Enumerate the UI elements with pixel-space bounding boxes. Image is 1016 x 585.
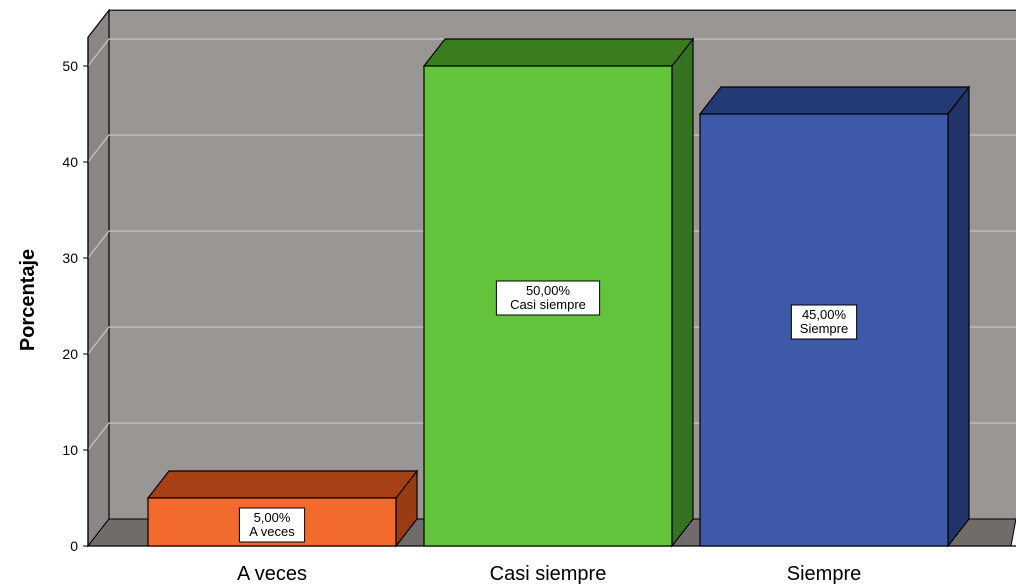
y-axis-title: Porcentaje xyxy=(17,249,39,351)
x-tick-label: A veces xyxy=(237,563,307,585)
data-label: 5,00%A veces xyxy=(238,507,306,543)
bar-top xyxy=(698,86,971,115)
y-tick-label: 40 xyxy=(62,154,78,170)
bar-side xyxy=(947,85,970,548)
data-label-box xyxy=(495,280,601,316)
data-label-category: A veces xyxy=(249,524,295,539)
data-label: 50,00%Casi siempre xyxy=(495,280,601,316)
data-label-box xyxy=(238,507,306,543)
y-tick-label: 10 xyxy=(62,442,78,458)
x-tick-label: Casi siempre xyxy=(490,563,607,585)
y-tick-label: 0 xyxy=(70,538,78,554)
data-label-value: 45,00% xyxy=(802,307,847,322)
y-tick-label: 50 xyxy=(62,58,78,74)
data-label-category: Casi siempre xyxy=(510,297,586,312)
data-label-category: Siempre xyxy=(800,321,848,336)
bars: 5,00%A veces 50,00%Casi siempre 45,00%Siem… xyxy=(146,37,971,548)
bar-top xyxy=(422,38,695,67)
data-label-value: 50,00% xyxy=(526,283,571,298)
bar-casi-siempre: 50,00%Casi siempre xyxy=(422,37,695,548)
bar-top xyxy=(146,470,419,499)
gridline xyxy=(87,38,1016,67)
x-tick-label: Siempre xyxy=(787,563,861,585)
bar-a-veces: 5,00%A veces xyxy=(146,469,419,548)
side-wall xyxy=(87,8,110,548)
y-tick-label: 20 xyxy=(62,346,78,362)
y-tick-label: 30 xyxy=(62,250,78,266)
data-label-box xyxy=(790,304,858,340)
data-label-value: 5,00% xyxy=(254,510,291,525)
bar-side xyxy=(671,37,694,548)
x-axis-labels: A veces Casi siempre Siempre xyxy=(237,563,861,585)
data-label: 45,00%Siempre xyxy=(790,304,858,340)
bar-siempre: 45,00%Siempre xyxy=(698,85,971,548)
